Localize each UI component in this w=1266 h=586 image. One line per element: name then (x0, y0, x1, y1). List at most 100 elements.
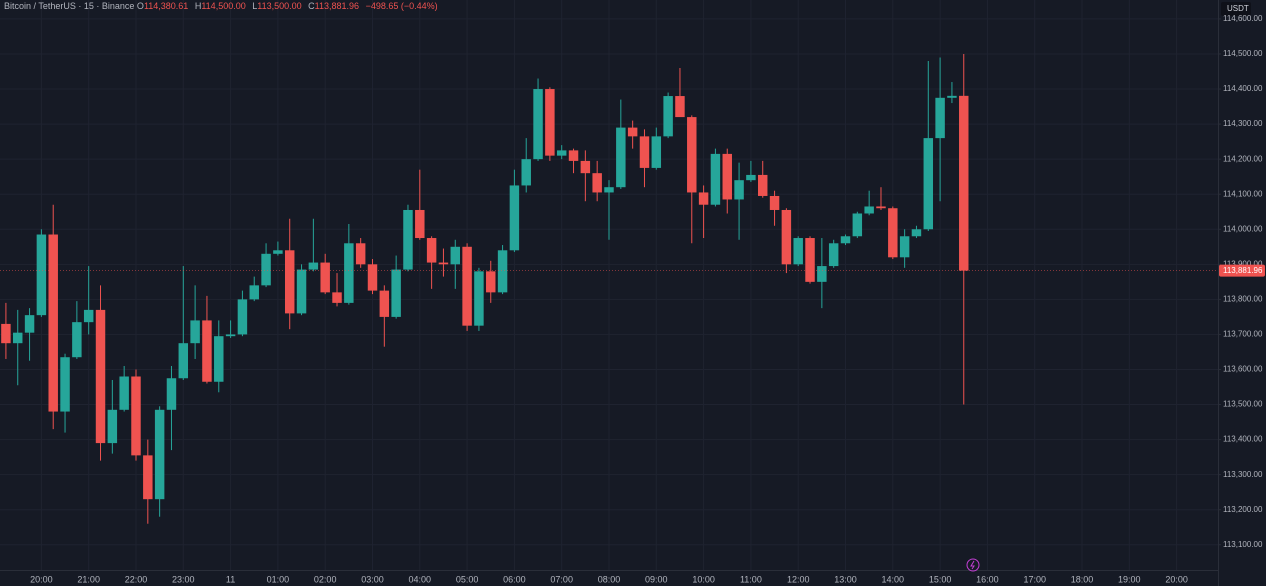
candle-body (497, 250, 508, 293)
candle-body (119, 376, 129, 410)
x-tick-label: 21:00 (77, 574, 100, 584)
y-tick-label: 113,200.00 (1223, 505, 1263, 514)
candle-body (592, 173, 602, 193)
candle-body (24, 315, 35, 333)
x-tick-label: 22:00 (125, 574, 148, 584)
candle-body (888, 208, 898, 258)
y-tick-label: 113,600.00 (1223, 365, 1263, 374)
candle-body (379, 290, 390, 317)
candle-body (202, 320, 212, 382)
x-tick-label: 12:00 (787, 574, 810, 584)
x-tick-label: 01:00 (267, 574, 290, 584)
candle-body (533, 89, 543, 160)
candle-body (237, 299, 248, 335)
candle-body (734, 180, 744, 200)
x-tick-label: 20:00 (1165, 574, 1188, 584)
candle-body (1, 323, 11, 344)
y-tick-label: 113,300.00 (1223, 470, 1263, 479)
lightning-icon[interactable] (966, 558, 980, 572)
y-tick-label: 113,800.00 (1223, 294, 1263, 303)
candle-body (556, 150, 567, 156)
candle-body (154, 409, 165, 500)
candle-body (959, 95, 969, 271)
y-tick-label: 113,100.00 (1223, 540, 1263, 549)
candle-body (261, 253, 271, 286)
x-tick-label: 07:00 (550, 574, 573, 584)
y-tick-label: 114,600.00 (1223, 14, 1263, 23)
candle-body (143, 455, 153, 500)
candle-body (403, 209, 413, 270)
lightning-glyph (970, 560, 975, 570)
candle-body (355, 243, 366, 265)
candle-body (214, 336, 224, 382)
candle-body (616, 127, 626, 188)
y-tick-label: 114,100.00 (1223, 189, 1263, 198)
candle-body (687, 117, 697, 193)
candle-body (781, 209, 792, 265)
candle-body (580, 160, 591, 174)
candle-body (923, 138, 934, 230)
candle-body (296, 269, 307, 314)
x-tick-label: 08:00 (598, 574, 621, 584)
candle-body (450, 246, 461, 265)
l-value: 113,500.00 (257, 1, 302, 11)
x-tick-label: 18:00 (1071, 574, 1094, 584)
x-tick-label: 13:00 (834, 574, 857, 584)
candle-body (935, 97, 945, 139)
x-tick-label: 14:00 (882, 574, 905, 584)
x-tick-label: 11:00 (740, 574, 762, 584)
candle-body (521, 159, 531, 186)
candle-body (769, 195, 780, 210)
candle-body (344, 243, 354, 303)
candle-body (308, 262, 319, 270)
candle-body (852, 213, 863, 237)
candle-body (72, 322, 82, 358)
candle-body (911, 229, 922, 237)
o-label: O (136, 1, 144, 11)
currency-box[interactable] (1221, 2, 1251, 16)
x-tick-label: 19:00 (1118, 574, 1141, 584)
candle-body (899, 236, 910, 258)
x-tick-label: 11 (226, 574, 235, 584)
candle-body (415, 209, 425, 239)
candle-body (131, 376, 141, 456)
candle-body (83, 309, 94, 323)
last-price-tag (1219, 264, 1265, 277)
candle-body (60, 357, 70, 412)
candle-body (604, 187, 614, 193)
x-tick-label: 02:00 (314, 574, 337, 584)
y-tick-label: 113,500.00 (1223, 400, 1263, 409)
candle-body (509, 185, 520, 251)
x-tick-label: 23:00 (172, 574, 195, 584)
candle-body (698, 192, 709, 205)
x-tick-label: 04:00 (409, 574, 432, 584)
last-price-label: 113,881.96 (1223, 266, 1263, 275)
y-tick-label: 114,300.00 (1223, 119, 1263, 128)
candle-body (746, 174, 756, 181)
candle-body (474, 271, 484, 326)
candle-body (639, 136, 650, 168)
x-tick-label: 20:00 (30, 574, 53, 584)
x-tick-label: 03:00 (361, 574, 384, 584)
candle-body (828, 243, 839, 267)
x-tick-label: 15:00 (929, 574, 952, 584)
candle-body (651, 136, 662, 168)
candle-body (367, 264, 378, 291)
candle-body (225, 334, 236, 337)
candle-body (391, 269, 401, 317)
candle-body (840, 236, 851, 244)
candle-body (426, 238, 437, 263)
candle-body (876, 206, 886, 209)
candle-body (249, 285, 259, 300)
candle-body (273, 250, 283, 254)
c-label: C (308, 1, 315, 11)
candle-body (166, 378, 177, 410)
c-value: 113,881.96 (314, 1, 360, 11)
candle-body (107, 409, 118, 444)
candle-body (178, 343, 189, 379)
candle-body (722, 153, 732, 200)
o-value: 114,380.61 (143, 1, 189, 11)
